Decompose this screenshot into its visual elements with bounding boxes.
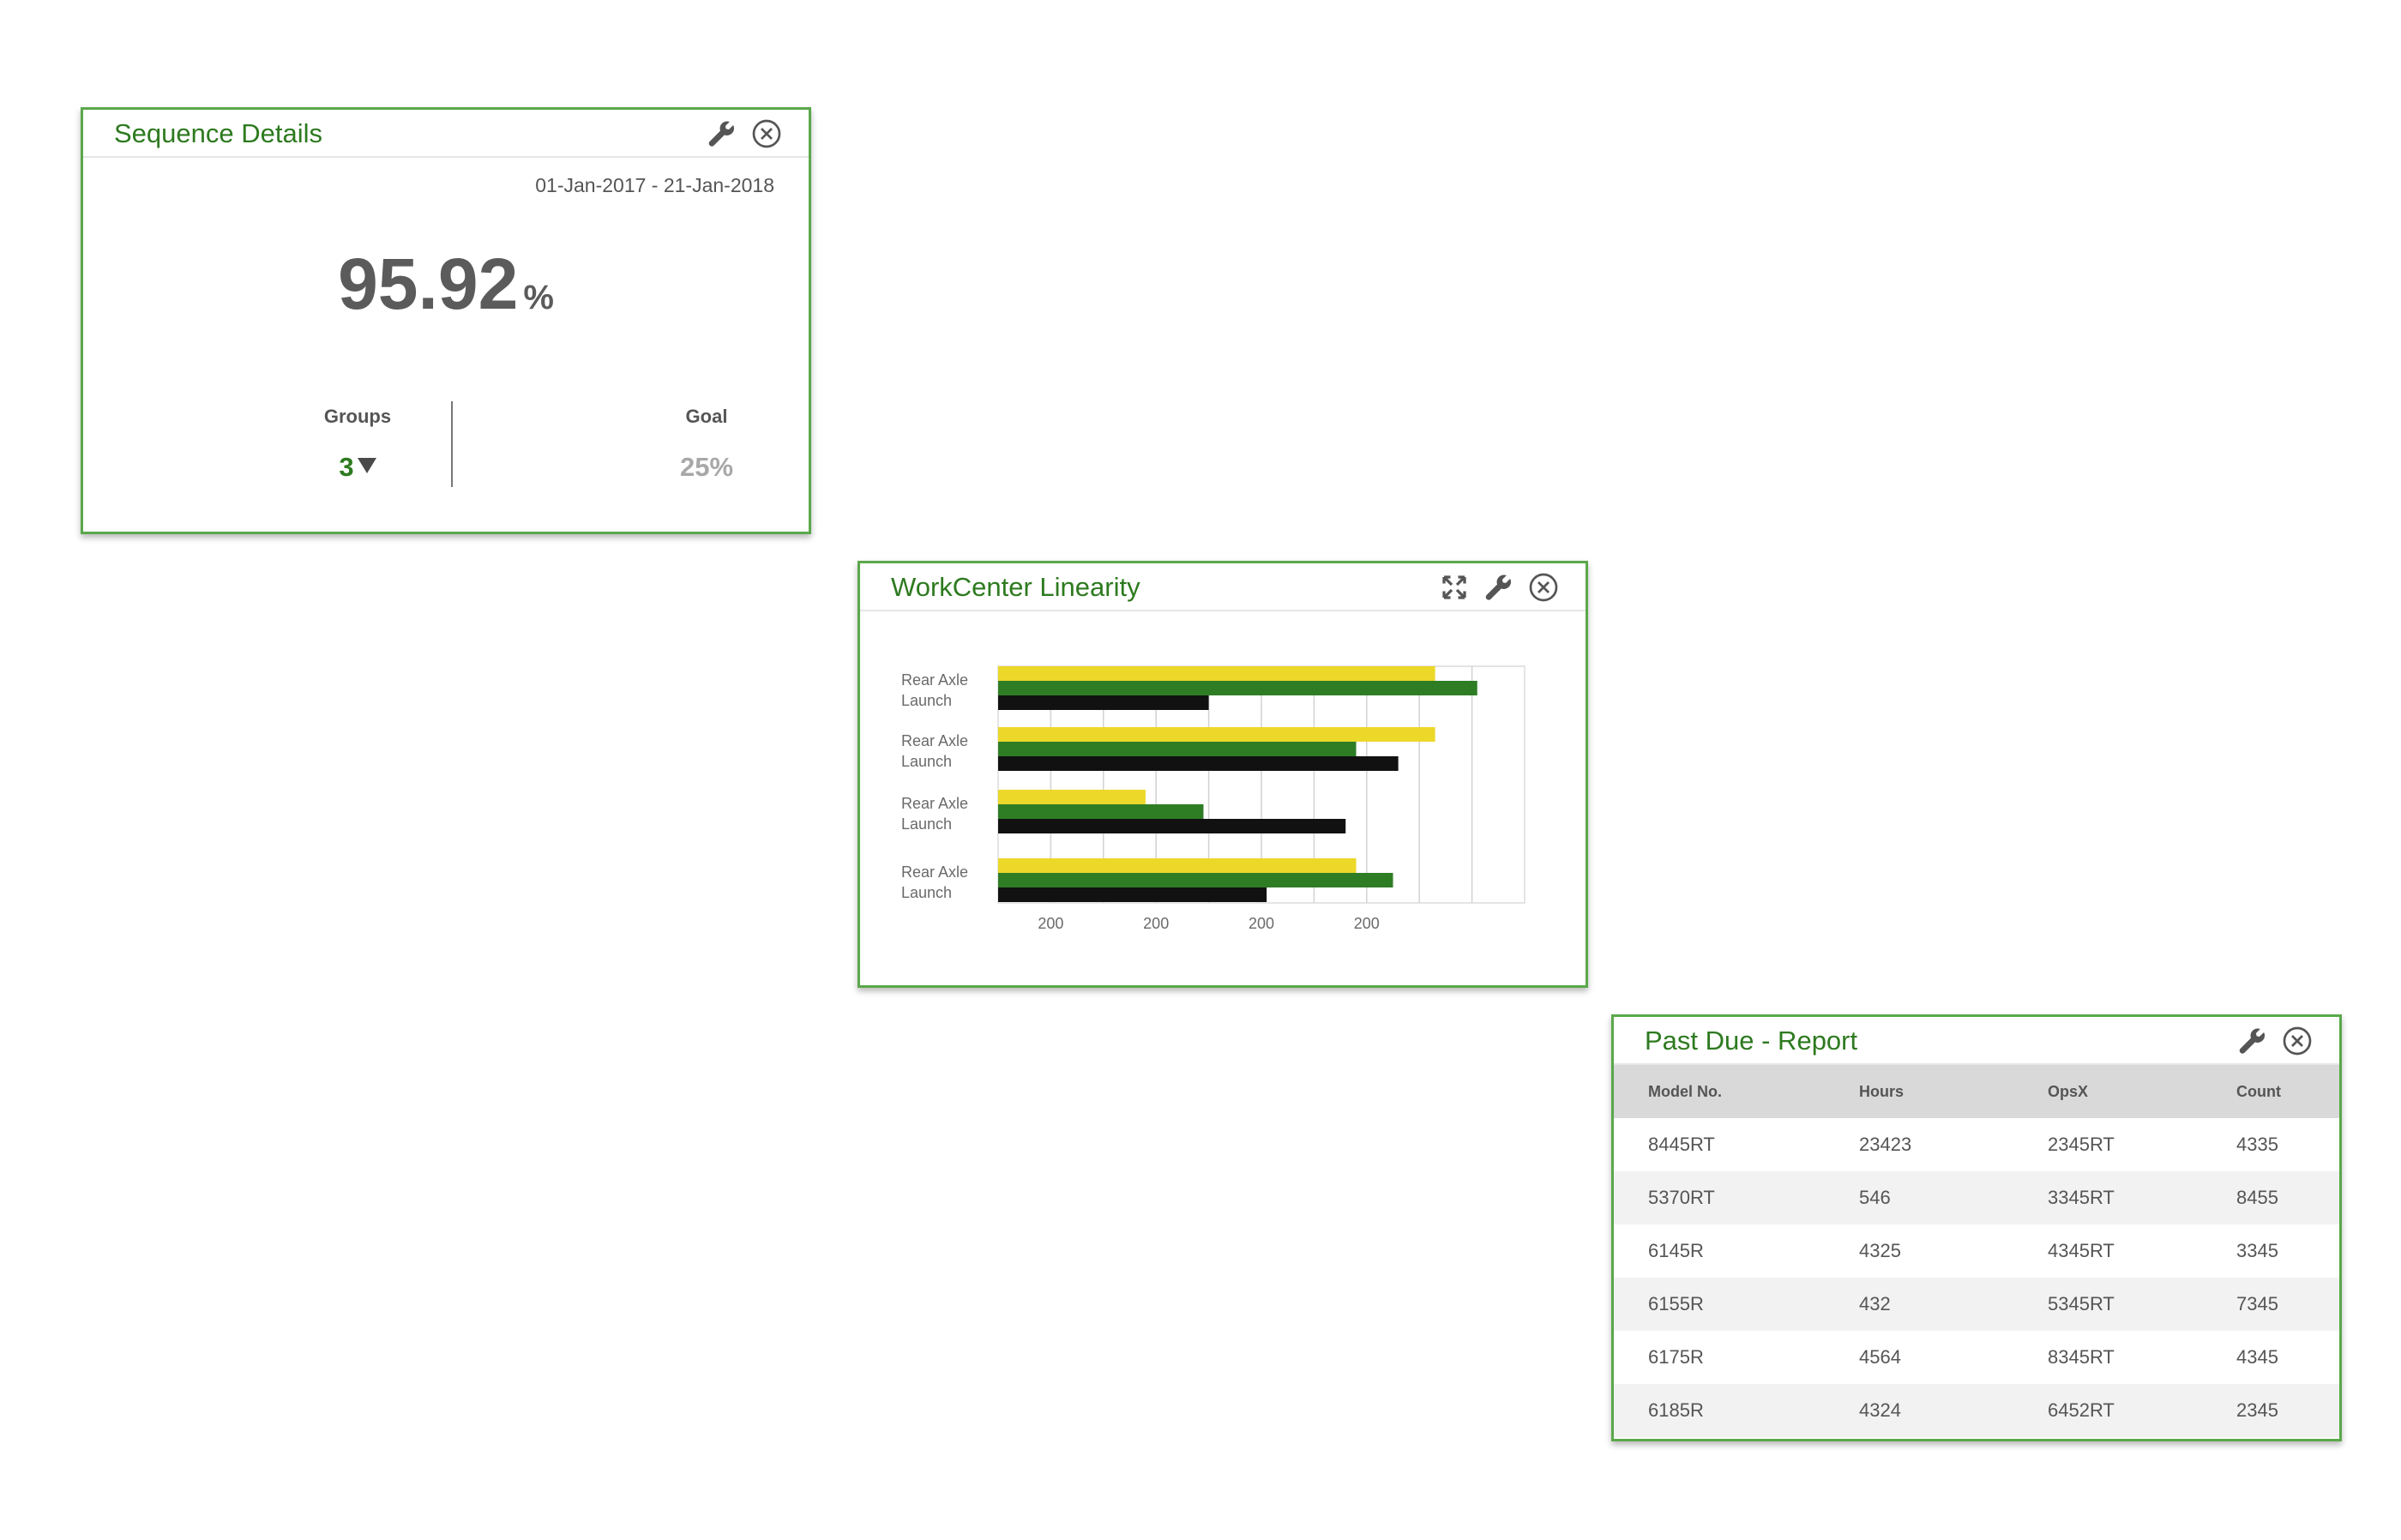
close-icon[interactable] <box>1528 572 1559 603</box>
cell-model: 5370RT <box>1614 1171 1825 1224</box>
cell-hours: 4564 <box>1859 1346 1901 1368</box>
column-header-opsx[interactable]: OpsX <box>2013 1065 2202 1118</box>
bar <box>998 756 1399 771</box>
x-tick-label: 200 <box>1354 915 1380 932</box>
category-label: Rear Axle Launch <box>901 795 968 833</box>
sequence-details-widget: Sequence Details 01-Jan-2017 - 21-Jan-20… <box>81 107 811 534</box>
workcenter-linearity-widget: WorkCenter Linearity Rear Axle Launch Rear… <box>858 561 1588 988</box>
category-label: Rear Axle Launch <box>901 671 968 709</box>
x-tick-label: 200 <box>1038 915 1063 932</box>
bar <box>998 695 1209 710</box>
cell-model: 6155R <box>1614 1278 1825 1331</box>
widget-title: WorkCenter Linearity <box>891 572 1140 602</box>
table-header-row: Model No. Hours OpsX Count <box>1614 1065 2339 1118</box>
bar <box>998 873 1393 887</box>
category-label: Rear Axle Launch <box>901 863 968 901</box>
cell-count: 4345 <box>2236 1346 2278 1368</box>
linearity-chart: Rear Axle Launch Rear Axle Launch Rear Axle L… <box>901 665 1525 932</box>
cell-model: 6185R <box>1614 1384 1825 1437</box>
cell-count: 4335 <box>2236 1134 2278 1155</box>
bar <box>998 727 1435 742</box>
cell-count: 2345 <box>2202 1384 2339 1437</box>
cell-opsx: 6452RT <box>2013 1384 2202 1437</box>
cell-hours: 4324 <box>1825 1384 2013 1437</box>
kpi-value: 95.92 <box>338 244 519 324</box>
cell-count: 3345 <box>2236 1240 2278 1261</box>
bar <box>998 804 1204 819</box>
cell-hours: 23423 <box>1859 1134 1912 1155</box>
widget-title: Sequence Details <box>114 118 322 148</box>
cell-hours: 546 <box>1825 1171 2013 1224</box>
x-tick-label: 200 <box>1143 915 1169 932</box>
widget-header: WorkCenter Linearity <box>860 563 1586 611</box>
close-icon[interactable] <box>2282 1026 2313 1056</box>
goal-value: 25% <box>679 452 734 482</box>
cell-count: 7345 <box>2202 1278 2339 1331</box>
cell-opsx: 8345RT <box>2048 1346 2115 1368</box>
triangle-down-icon <box>357 458 376 473</box>
table-row[interactable]: 6145R 4325 4345RT 3345 <box>1614 1224 2339 1278</box>
column-header-count[interactable]: Count <box>2202 1065 2339 1118</box>
table-row[interactable]: 6185R 4324 6452RT 2345 <box>1614 1384 2339 1437</box>
cell-hours: 4325 <box>1859 1240 1901 1261</box>
past-due-table: Model No. Hours OpsX Count 8445RT 23423 … <box>1614 1065 2339 1437</box>
table-row[interactable]: 6175R 4564 8345RT 4345 <box>1614 1331 2339 1384</box>
goal-stat: Goal 25% <box>578 406 835 483</box>
cell-opsx: 3345RT <box>2013 1171 2202 1224</box>
cell-model: 6175R <box>1648 1346 1704 1368</box>
wrench-icon[interactable] <box>2237 1026 2268 1056</box>
cell-count: 8455 <box>2202 1171 2339 1224</box>
bar <box>998 666 1435 681</box>
goal-label: Goal <box>685 406 728 427</box>
kpi-display: 95.92% <box>83 243 809 326</box>
groups-label: Groups <box>323 406 392 427</box>
table-row[interactable]: 6155R 432 5345RT 7345 <box>1614 1278 2339 1331</box>
stat-divider <box>451 401 453 487</box>
column-header-hours[interactable]: Hours <box>1825 1065 2013 1118</box>
category-label: Rear Axle Launch <box>901 732 968 770</box>
wrench-icon[interactable] <box>707 118 737 149</box>
date-range: 01-Jan-2017 - 21-Jan-2018 <box>535 174 774 196</box>
bar <box>998 790 1146 804</box>
bar <box>998 887 1267 902</box>
table-row[interactable]: 8445RT 23423 2345RT 4335 <box>1614 1118 2339 1171</box>
cell-opsx: 2345RT <box>2048 1134 2115 1155</box>
column-header-model[interactable]: Model No. <box>1614 1065 1825 1118</box>
widget-header: Sequence Details <box>83 110 809 158</box>
cell-model: 6145R <box>1648 1240 1704 1261</box>
bar <box>998 858 1357 873</box>
bar <box>998 819 1346 833</box>
past-due-report-widget: Past Due - Report Model No. Hours OpsX C… <box>1611 1014 2342 1441</box>
groups-value: 3 <box>339 452 354 482</box>
table-row[interactable]: 5370RT 546 3345RT 8455 <box>1614 1171 2339 1224</box>
cell-hours: 432 <box>1825 1278 2013 1331</box>
cell-model: 8445RT <box>1648 1134 1715 1155</box>
expand-icon[interactable] <box>1439 572 1470 603</box>
widget-header: Past Due - Report <box>1614 1017 2339 1065</box>
x-tick-label: 200 <box>1249 915 1274 932</box>
kpi-unit: % <box>523 279 554 316</box>
bar <box>998 742 1357 756</box>
groups-stat: Groups 3 <box>229 406 486 483</box>
groups-dropdown[interactable]: 3 <box>229 452 486 483</box>
cell-opsx: 5345RT <box>2013 1278 2202 1331</box>
bar <box>998 681 1477 695</box>
widget-title: Past Due - Report <box>1645 1026 1858 1056</box>
cell-opsx: 4345RT <box>2048 1240 2115 1261</box>
wrench-icon[interactable] <box>1483 572 1514 603</box>
close-icon[interactable] <box>751 118 782 149</box>
